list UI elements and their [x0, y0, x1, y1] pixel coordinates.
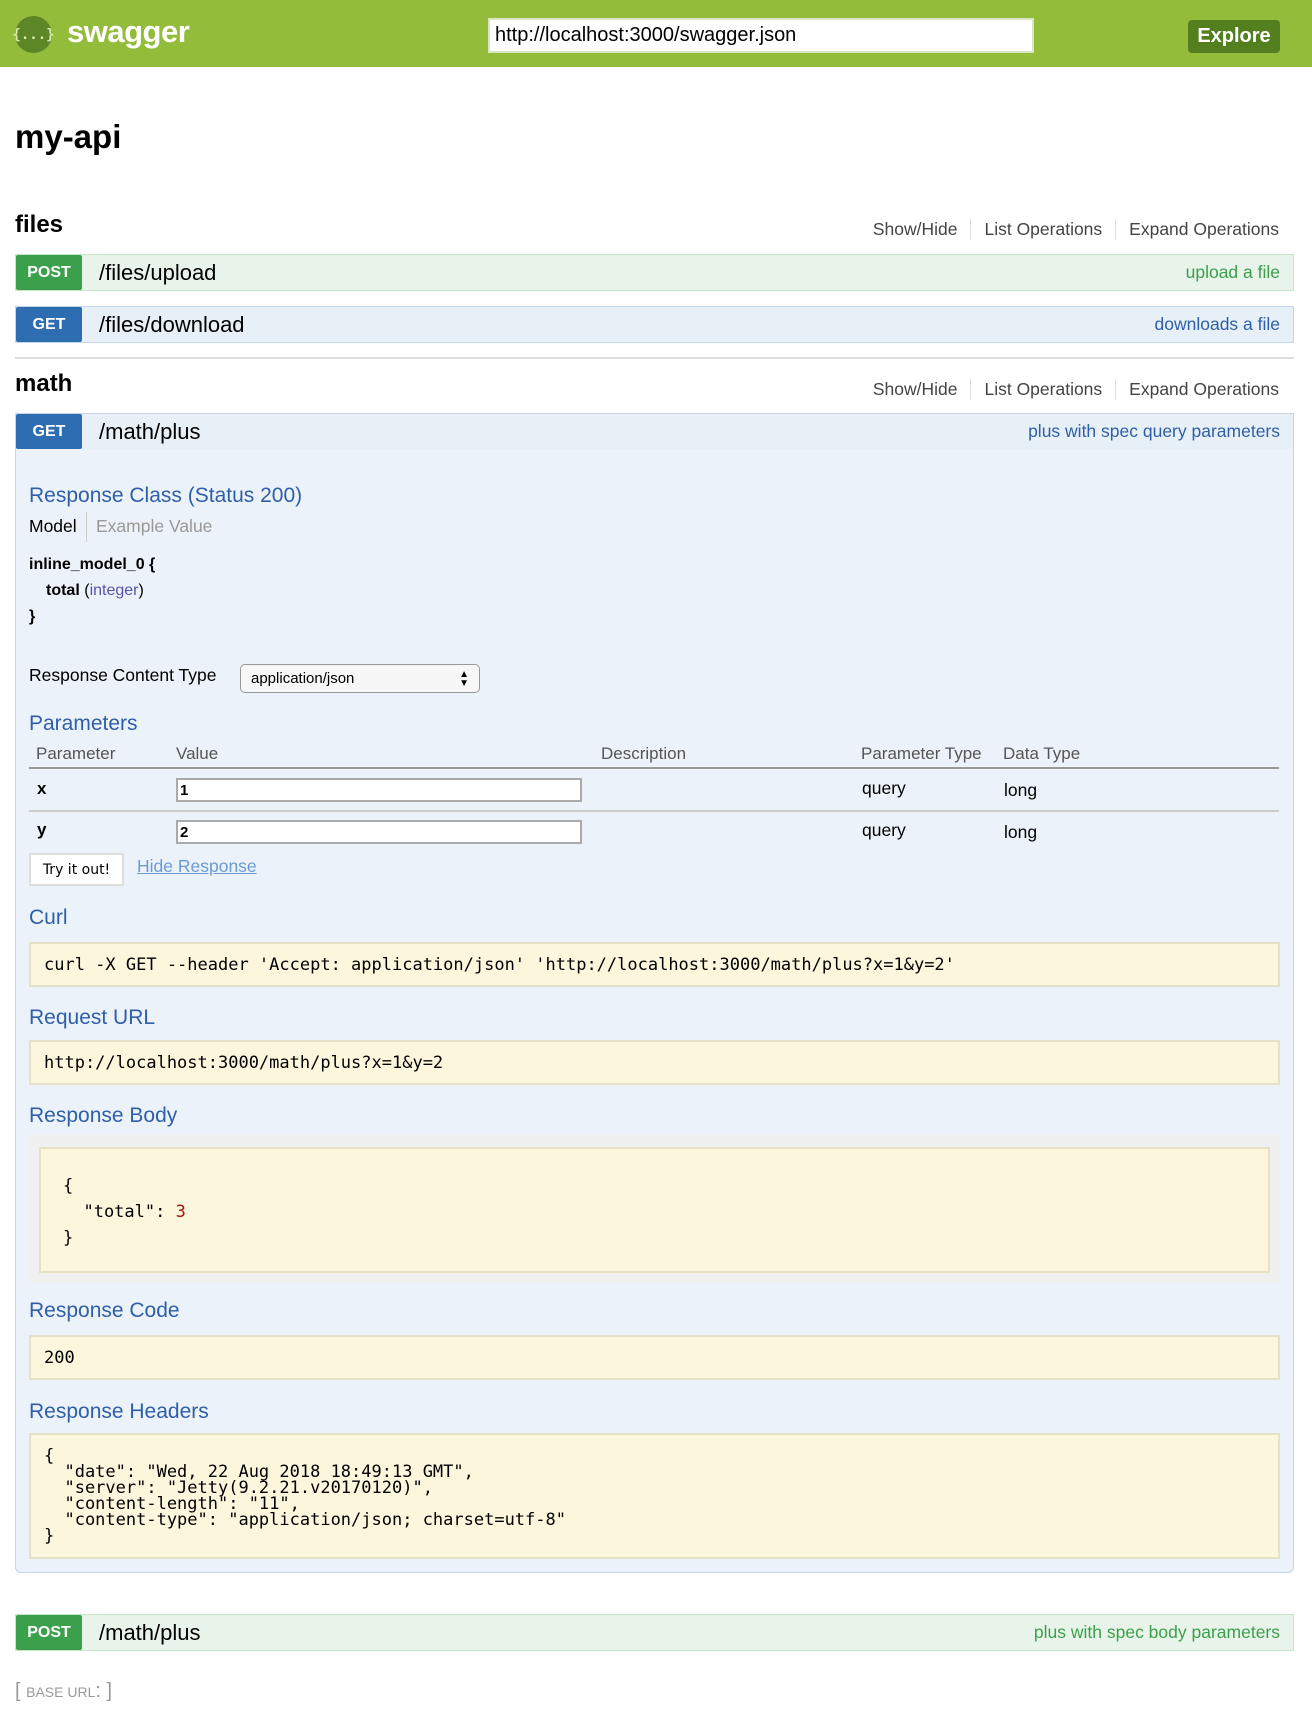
col-header-parameter: Parameter	[36, 744, 116, 763]
model-name: inline_model_0 {	[29, 556, 156, 573]
logo-text: swagger	[67, 14, 190, 49]
parameters-heading: Parameters	[29, 712, 138, 735]
list-operations-link[interactable]: List Operations	[970, 379, 1115, 400]
param-name-y: y	[37, 820, 47, 839]
show-hide-link[interactable]: Show/Hide	[872, 219, 958, 239]
response-headers: { "date": "Wed, 22 Aug 2018 18:49:13 GMT…	[29, 1433, 1280, 1559]
request-url: http://localhost:3000/math/plus?x=1&y=2	[29, 1040, 1280, 1085]
colon: :	[95, 1680, 107, 1702]
content-type-value: application/json	[251, 670, 355, 687]
section-links-files: Show/Hide List Operations Expand Operati…	[860, 219, 1279, 240]
table-row-line	[29, 810, 1279, 812]
col-header-value: Value	[176, 744, 219, 763]
curl-command: curl -X GET --header 'Accept: applicatio…	[29, 942, 1280, 987]
operation-post-math-plus[interactable]: POST /math/plus plus with spec body para…	[15, 1614, 1294, 1651]
try-it-out-button[interactable]: Try it out!	[29, 853, 124, 886]
col-header-parameter-type: Parameter Type	[861, 744, 982, 763]
operation-get-math-plus[interactable]: GET /math/plus plus with spec query para…	[15, 413, 1294, 450]
body-close: }	[63, 1228, 74, 1248]
param-type: query	[862, 820, 906, 840]
section-divider	[15, 357, 1294, 359]
bracket-open: [	[15, 1680, 27, 1702]
col-header-description: Description	[601, 744, 687, 763]
col-header-data-type: Data Type	[1003, 744, 1081, 763]
operation-post-files-upload[interactable]: POST /files/upload upload a file	[15, 254, 1294, 291]
response-code-heading: Response Code	[29, 1299, 180, 1322]
content-type-label: Response Content Type	[29, 665, 217, 685]
operation-summary[interactable]: plus with spec query parameters	[1028, 421, 1280, 441]
expand-operations-link[interactable]: Expand Operations	[1115, 379, 1279, 400]
data-type: long	[1004, 822, 1038, 842]
swagger-logo-icon: {...}	[12, 16, 55, 53]
param-type: query	[862, 778, 906, 798]
model-field-row: total (integer)	[46, 582, 144, 599]
body-open: {	[63, 1176, 74, 1196]
method-badge: GET	[16, 414, 82, 449]
base-url-footer: [ BASE URL: ]	[15, 1680, 112, 1703]
method-badge: POST	[16, 255, 82, 290]
list-operations-link[interactable]: List Operations	[970, 219, 1115, 240]
param-name-x: x	[37, 779, 47, 798]
model-field: total	[46, 582, 80, 599]
select-arrows-icon: ▲ ▼	[459, 669, 469, 689]
operation-detail-panel	[15, 449, 1294, 1573]
response-body-heading: Response Body	[29, 1104, 178, 1127]
param-y-input[interactable]	[176, 820, 582, 844]
operation-path[interactable]: /files/upload	[99, 259, 217, 285]
operation-path[interactable]: /math/plus	[99, 1619, 201, 1645]
spec-url-input[interactable]	[488, 18, 1034, 53]
hide-response-link[interactable]: Hide Response	[137, 856, 257, 876]
operation-summary[interactable]: plus with spec body parameters	[1033, 1622, 1280, 1642]
content-type-select[interactable]: application/json ▲ ▼	[240, 664, 480, 693]
body-value: 3	[175, 1202, 186, 1222]
data-type: long	[1004, 780, 1038, 800]
response-headers-heading: Response Headers	[29, 1400, 209, 1423]
model-field-type: integer	[89, 582, 139, 599]
operation-summary[interactable]: downloads a file	[1154, 314, 1281, 334]
operation-path[interactable]: /math/plus	[99, 418, 201, 444]
operation-get-files-download[interactable]: GET /files/download downloads a file	[15, 306, 1294, 343]
show-hide-link[interactable]: Show/Hide	[872, 379, 958, 399]
section-links-math: Show/Hide List Operations Expand Operati…	[860, 379, 1279, 400]
response-code: 200	[29, 1335, 1280, 1380]
curl-heading: Curl	[29, 906, 68, 929]
example-value-tab[interactable]: Example Value	[96, 516, 213, 536]
method-badge: GET	[16, 307, 82, 342]
explore-button[interactable]: Explore	[1188, 20, 1280, 53]
table-header-line	[29, 767, 1279, 769]
model-close: }	[29, 608, 36, 625]
bracket-close: ]	[106, 1680, 113, 1702]
body-key: "total":	[63, 1202, 176, 1222]
tab-divider	[86, 512, 87, 542]
body-line: "total": 3	[63, 1199, 1246, 1225]
expand-operations-link[interactable]: Expand Operations	[1115, 219, 1279, 240]
response-class-heading: Response Class (Status 200)	[29, 484, 303, 507]
operation-summary[interactable]: upload a file	[1185, 262, 1280, 282]
api-title: my-api	[15, 118, 122, 155]
model-tab[interactable]: Model	[29, 516, 77, 536]
base-url-label: BASE URL	[26, 1684, 96, 1700]
method-badge: POST	[16, 1615, 82, 1650]
response-body: { "total": 3}	[39, 1147, 1270, 1273]
request-url-heading: Request URL	[29, 1006, 156, 1029]
operation-path[interactable]: /files/download	[99, 311, 245, 337]
section-title-files: files	[15, 211, 64, 238]
param-x-input[interactable]	[176, 778, 582, 802]
section-title-math: math	[15, 370, 73, 397]
